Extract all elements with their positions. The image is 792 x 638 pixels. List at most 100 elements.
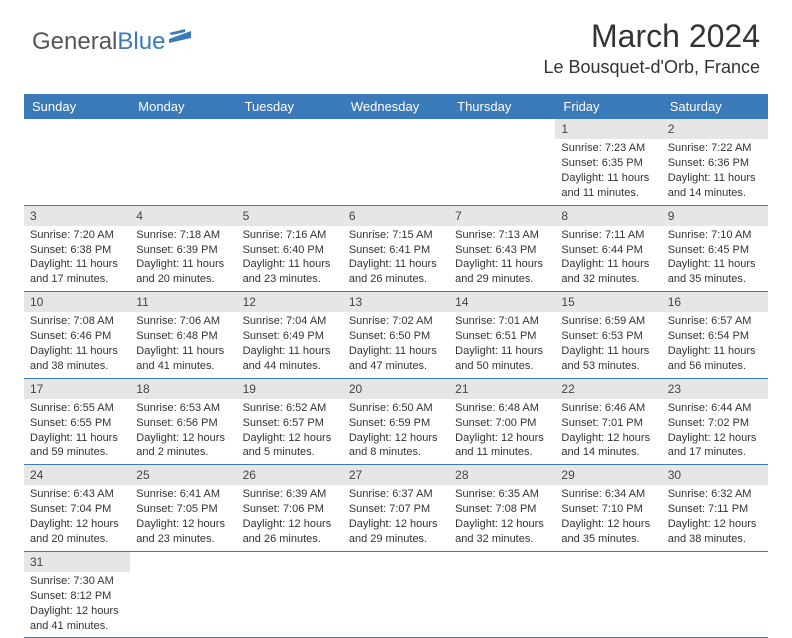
day-number: 24 bbox=[24, 465, 130, 485]
sunrise-text: Sunrise: 6:35 AM bbox=[455, 487, 549, 502]
daylight-text: and 23 minutes. bbox=[136, 532, 230, 547]
title-block: March 2024 Le Bousquet-d'Orb, France bbox=[543, 18, 760, 78]
sunset-text: Sunset: 6:36 PM bbox=[668, 156, 762, 171]
daylight-text: and 53 minutes. bbox=[561, 359, 655, 374]
daylight-text: and 29 minutes. bbox=[455, 272, 549, 287]
daylight-text: Daylight: 12 hours bbox=[136, 431, 230, 446]
daylight-text: and 41 minutes. bbox=[30, 619, 124, 634]
sunset-text: Sunset: 6:48 PM bbox=[136, 329, 230, 344]
sunrise-text: Sunrise: 6:59 AM bbox=[561, 314, 655, 329]
daylight-text: and 50 minutes. bbox=[455, 359, 549, 374]
daylight-text: Daylight: 12 hours bbox=[561, 431, 655, 446]
calendar-day-cell: 30Sunrise: 6:32 AMSunset: 7:11 PMDayligh… bbox=[662, 465, 768, 551]
day-number: 25 bbox=[130, 465, 236, 485]
day-details: Sunrise: 6:59 AMSunset: 6:53 PMDaylight:… bbox=[555, 312, 661, 377]
calendar-day-cell: 29Sunrise: 6:34 AMSunset: 7:10 PMDayligh… bbox=[555, 465, 661, 551]
calendar-day-cell: 26Sunrise: 6:39 AMSunset: 7:06 PMDayligh… bbox=[237, 465, 343, 551]
sunrise-text: Sunrise: 6:50 AM bbox=[349, 401, 443, 416]
sunrise-text: Sunrise: 7:01 AM bbox=[455, 314, 549, 329]
sunset-text: Sunset: 8:12 PM bbox=[30, 589, 124, 604]
header: General Blue March 2024 Le Bousquet-d'Or… bbox=[0, 0, 792, 84]
calendar-day-cell: 3Sunrise: 7:20 AMSunset: 6:38 PMDaylight… bbox=[24, 206, 130, 292]
daylight-text: and 17 minutes. bbox=[30, 272, 124, 287]
calendar-day-cell: 6Sunrise: 7:15 AMSunset: 6:41 PMDaylight… bbox=[343, 206, 449, 292]
month-title: March 2024 bbox=[543, 18, 760, 55]
daylight-text: and 26 minutes. bbox=[243, 532, 337, 547]
daylight-text: and 56 minutes. bbox=[668, 359, 762, 374]
daylight-text: Daylight: 11 hours bbox=[561, 257, 655, 272]
daylight-text: and 2 minutes. bbox=[136, 445, 230, 460]
day-number: 26 bbox=[237, 465, 343, 485]
calendar-empty-cell bbox=[237, 552, 343, 638]
sunrise-text: Sunrise: 7:13 AM bbox=[455, 228, 549, 243]
sunrise-text: Sunrise: 6:44 AM bbox=[668, 401, 762, 416]
day-number: 31 bbox=[24, 552, 130, 572]
sunset-text: Sunset: 6:39 PM bbox=[136, 243, 230, 258]
calendar-week-row: 24Sunrise: 6:43 AMSunset: 7:04 PMDayligh… bbox=[24, 465, 768, 552]
calendar-empty-cell bbox=[449, 119, 555, 205]
daylight-text: and 8 minutes. bbox=[349, 445, 443, 460]
calendar-week-row: 3Sunrise: 7:20 AMSunset: 6:38 PMDaylight… bbox=[24, 206, 768, 293]
calendar-day-cell: 15Sunrise: 6:59 AMSunset: 6:53 PMDayligh… bbox=[555, 292, 661, 378]
sunset-text: Sunset: 6:53 PM bbox=[561, 329, 655, 344]
calendar-day-cell: 16Sunrise: 6:57 AMSunset: 6:54 PMDayligh… bbox=[662, 292, 768, 378]
sunrise-text: Sunrise: 6:37 AM bbox=[349, 487, 443, 502]
weekday-header: Saturday bbox=[662, 94, 768, 119]
day-details: Sunrise: 7:15 AMSunset: 6:41 PMDaylight:… bbox=[343, 226, 449, 291]
daylight-text: Daylight: 11 hours bbox=[668, 171, 762, 186]
sunset-text: Sunset: 6:56 PM bbox=[136, 416, 230, 431]
daylight-text: and 38 minutes. bbox=[30, 359, 124, 374]
daylight-text: and 44 minutes. bbox=[243, 359, 337, 374]
sunrise-text: Sunrise: 6:41 AM bbox=[136, 487, 230, 502]
sunrise-text: Sunrise: 6:48 AM bbox=[455, 401, 549, 416]
day-number: 22 bbox=[555, 379, 661, 399]
sunrise-text: Sunrise: 6:39 AM bbox=[243, 487, 337, 502]
day-details: Sunrise: 7:11 AMSunset: 6:44 PMDaylight:… bbox=[555, 226, 661, 291]
sunset-text: Sunset: 7:02 PM bbox=[668, 416, 762, 431]
sunset-text: Sunset: 7:06 PM bbox=[243, 502, 337, 517]
day-number: 17 bbox=[24, 379, 130, 399]
day-details: Sunrise: 6:55 AMSunset: 6:55 PMDaylight:… bbox=[24, 399, 130, 464]
day-details: Sunrise: 6:44 AMSunset: 7:02 PMDaylight:… bbox=[662, 399, 768, 464]
calendar-empty-cell bbox=[343, 552, 449, 638]
sunset-text: Sunset: 6:45 PM bbox=[668, 243, 762, 258]
sunrise-text: Sunrise: 7:08 AM bbox=[30, 314, 124, 329]
daylight-text: and 41 minutes. bbox=[136, 359, 230, 374]
calendar-day-cell: 17Sunrise: 6:55 AMSunset: 6:55 PMDayligh… bbox=[24, 379, 130, 465]
day-details: Sunrise: 7:10 AMSunset: 6:45 PMDaylight:… bbox=[662, 226, 768, 291]
day-details: Sunrise: 7:13 AMSunset: 6:43 PMDaylight:… bbox=[449, 226, 555, 291]
calendar-day-cell: 13Sunrise: 7:02 AMSunset: 6:50 PMDayligh… bbox=[343, 292, 449, 378]
sunset-text: Sunset: 6:57 PM bbox=[243, 416, 337, 431]
weekday-header: Friday bbox=[555, 94, 661, 119]
day-details: Sunrise: 6:50 AMSunset: 6:59 PMDaylight:… bbox=[343, 399, 449, 464]
weekday-header: Wednesday bbox=[343, 94, 449, 119]
sunset-text: Sunset: 7:07 PM bbox=[349, 502, 443, 517]
calendar-day-cell: 1Sunrise: 7:23 AMSunset: 6:35 PMDaylight… bbox=[555, 119, 661, 205]
calendar-day-cell: 2 Sunrise: 7:22 AMSunset: 6:36 PMDaylight… bbox=[662, 119, 768, 205]
calendar-empty-cell bbox=[449, 552, 555, 638]
sunrise-text: Sunrise: 7:22 AM bbox=[668, 141, 762, 156]
weekday-header: Monday bbox=[130, 94, 236, 119]
daylight-text: Daylight: 12 hours bbox=[349, 517, 443, 532]
daylight-text: Daylight: 11 hours bbox=[30, 431, 124, 446]
daylight-text: Daylight: 11 hours bbox=[668, 257, 762, 272]
calendar-week-row: 10Sunrise: 7:08 AMSunset: 6:46 PMDayligh… bbox=[24, 292, 768, 379]
day-number: 10 bbox=[24, 292, 130, 312]
day-details: Sunrise: 6:34 AMSunset: 7:10 PMDaylight:… bbox=[555, 485, 661, 550]
day-details: Sunrise: 6:53 AMSunset: 6:56 PMDaylight:… bbox=[130, 399, 236, 464]
day-details: Sunrise: 7:06 AMSunset: 6:48 PMDaylight:… bbox=[130, 312, 236, 377]
logo: General Blue bbox=[32, 28, 195, 56]
weekday-header: Tuesday bbox=[237, 94, 343, 119]
sunset-text: Sunset: 7:01 PM bbox=[561, 416, 655, 431]
day-number: 14 bbox=[449, 292, 555, 312]
calendar-week-row: 1Sunrise: 7:23 AMSunset: 6:35 PMDaylight… bbox=[24, 119, 768, 206]
daylight-text: Daylight: 12 hours bbox=[30, 604, 124, 619]
day-number: 2 bbox=[662, 119, 768, 139]
sunset-text: Sunset: 7:04 PM bbox=[30, 502, 124, 517]
day-number: 1 bbox=[555, 119, 661, 139]
day-number: 6 bbox=[343, 206, 449, 226]
day-number: 29 bbox=[555, 465, 661, 485]
sunset-text: Sunset: 6:44 PM bbox=[561, 243, 655, 258]
calendar-day-cell: 31Sunrise: 7:30 AMSunset: 8:12 PMDayligh… bbox=[24, 552, 130, 638]
day-details: Sunrise: 7:20 AMSunset: 6:38 PMDaylight:… bbox=[24, 226, 130, 291]
